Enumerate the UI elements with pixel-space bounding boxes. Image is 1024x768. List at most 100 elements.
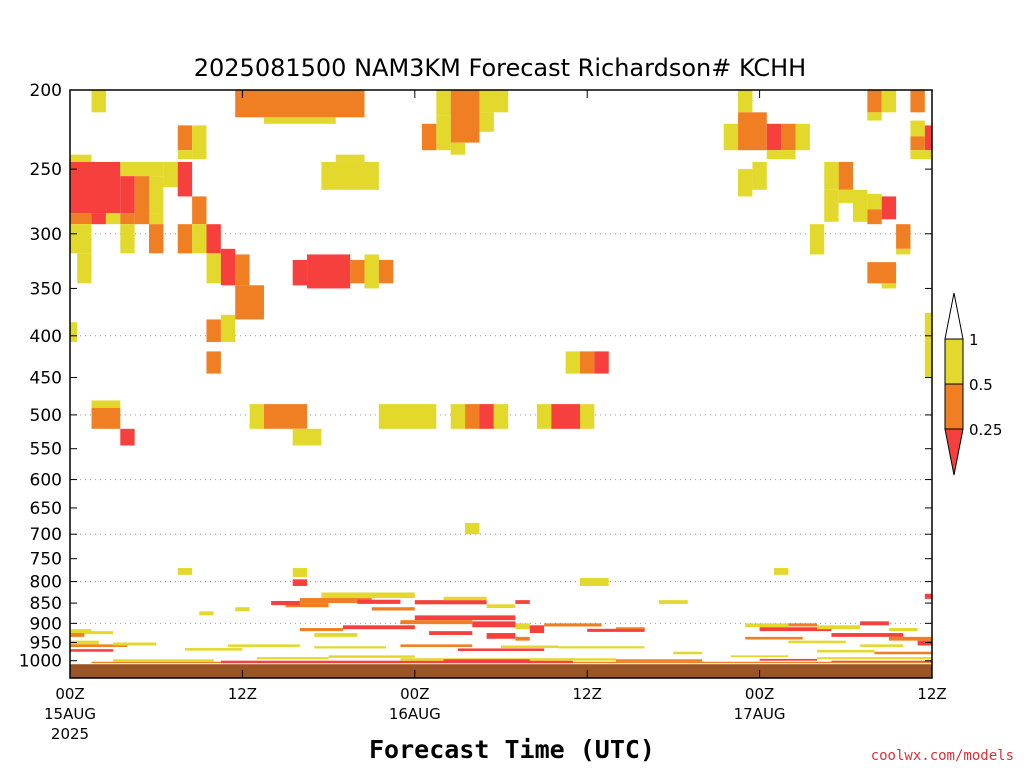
ri-cell-53 — [235, 254, 250, 286]
ri-cell-173 — [328, 655, 415, 658]
ri-cell-131 — [70, 629, 92, 634]
ri-cell-75 — [824, 161, 839, 190]
ri-cell-0 — [91, 90, 106, 113]
ri-cell-34 — [163, 161, 178, 188]
legend-label-2: 0.25 — [969, 421, 1002, 439]
legend-swatch-1 — [944, 338, 964, 385]
richardson-cells — [70, 90, 933, 664]
ri-cell-116 — [659, 600, 688, 604]
ri-cell-98 — [580, 404, 595, 429]
ri-cell-133 — [84, 631, 114, 635]
ri-cell-26 — [192, 125, 207, 160]
ri-cell-135 — [70, 644, 128, 647]
ri-cell-140 — [314, 646, 387, 649]
ri-cell-15 — [766, 150, 796, 160]
ri-cell-102 — [292, 579, 308, 586]
ri-cell-134 — [70, 640, 99, 645]
ri-cell-28 — [70, 154, 92, 162]
ri-cell-171 — [113, 659, 214, 662]
ri-cell-46 — [192, 196, 207, 225]
y-tick-label-450: 450 — [30, 369, 62, 389]
ri-cell-88 — [249, 404, 264, 429]
ri-cell-139 — [228, 644, 300, 647]
y-tick-label-300: 300 — [30, 225, 62, 245]
ri-cell-138 — [184, 648, 243, 651]
ri-cell-143 — [501, 645, 559, 649]
ri-cell-90 — [292, 428, 322, 446]
y-tick-label-950: 950 — [30, 634, 62, 654]
ri-cell-113 — [443, 596, 487, 601]
ri-cell-65 — [565, 351, 581, 374]
ri-cell-100 — [177, 568, 193, 575]
ri-cell-80 — [881, 283, 897, 289]
ri-cell-22 — [924, 125, 932, 151]
ri-cell-52 — [220, 248, 236, 286]
ri-cell-72 — [867, 193, 882, 210]
ri-cell-48 — [177, 224, 193, 254]
ri-cell-92 — [450, 404, 466, 429]
ri-cell-59 — [364, 254, 379, 289]
ri-cell-172 — [256, 657, 329, 660]
ri-cell-149 — [759, 627, 832, 632]
ri-cell-108 — [357, 599, 401, 604]
ri-cell-141 — [400, 644, 473, 647]
y-tick-label-500: 500 — [30, 406, 62, 426]
ri-cell-61 — [220, 314, 236, 342]
ri-cell-93 — [465, 404, 480, 429]
ri-cell-142 — [457, 648, 545, 651]
ri-cell-35 — [177, 161, 193, 197]
y-tick-label-250: 250 — [30, 160, 62, 180]
x-tick-label-3: 12Z — [573, 685, 602, 703]
y-tick-label-800: 800 — [30, 573, 62, 593]
y-tick-label-550: 550 — [30, 440, 62, 460]
ri-cell-16 — [795, 123, 810, 151]
ri-cell-49 — [192, 224, 207, 254]
ri-cell-62 — [206, 319, 221, 342]
ri-cell-27 — [177, 150, 193, 160]
x-tick-year-0: 2025 — [51, 725, 89, 743]
ri-cell-29 — [70, 161, 121, 214]
ri-cell-79 — [867, 262, 897, 284]
ri-cell-158 — [788, 640, 846, 644]
ri-cell-50 — [206, 224, 221, 254]
ri-cell-145 — [587, 628, 645, 632]
ri-cell-107 — [299, 598, 372, 604]
ri-cell-69 — [838, 161, 853, 190]
x-tick-label-1: 12Z — [228, 685, 257, 703]
ri-cell-148 — [745, 623, 789, 628]
ri-cell-38 — [105, 213, 121, 225]
ri-cell-121 — [472, 621, 516, 628]
ground-layer — [70, 664, 932, 678]
ri-cell-161 — [874, 651, 932, 655]
ri-cell-42 — [77, 253, 92, 284]
ri-cell-6 — [479, 112, 494, 132]
ri-cell-117 — [199, 611, 214, 616]
x-tick-label-0: 00Z — [55, 685, 84, 703]
ri-cell-91 — [378, 404, 437, 429]
ri-cell-31 — [120, 176, 135, 214]
plot-frame — [69, 89, 933, 679]
x-tick-date-2: 16AUG — [389, 705, 441, 723]
ri-cell-125 — [342, 625, 415, 630]
legend-label-0: 1 — [969, 331, 979, 349]
ri-cell-78 — [809, 224, 825, 255]
ri-cell-13 — [766, 123, 782, 151]
ri-cell-2 — [263, 117, 336, 124]
ri-cell-162 — [730, 655, 789, 658]
ri-cell-167 — [220, 660, 573, 664]
credit-text: coolwx.com/models — [871, 748, 1014, 764]
ri-cell-163 — [759, 658, 818, 661]
ri-cell-115 — [515, 600, 530, 604]
ri-cell-12 — [738, 112, 767, 151]
y-axis-ticks: 200 250 300 350 400 450 500 550 600 650 700 750 8008… — [19, 81, 932, 672]
ri-cell-99 — [465, 522, 480, 535]
ri-cell-40 — [149, 213, 164, 225]
ri-cell-126 — [299, 628, 343, 632]
ri-cell-95 — [493, 404, 509, 429]
x-tick-label-5: 12Z — [917, 685, 946, 703]
ri-cell-33 — [149, 176, 164, 214]
y-tick-label-850: 850 — [30, 594, 62, 614]
ri-cell-7 — [421, 123, 437, 151]
ri-cell-111 — [371, 607, 415, 611]
